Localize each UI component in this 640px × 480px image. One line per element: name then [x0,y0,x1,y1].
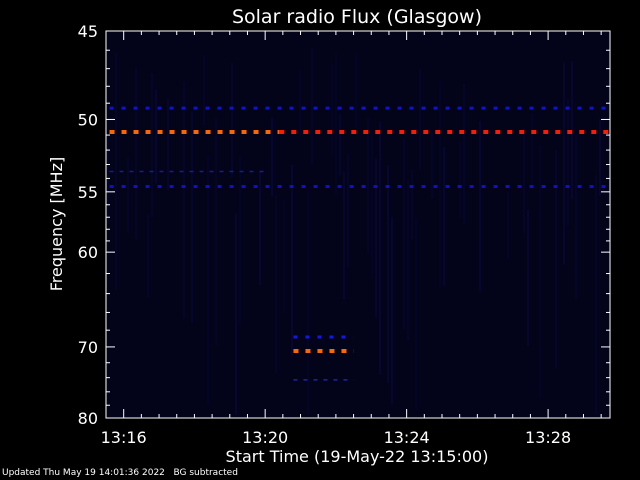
background-streaks [107,48,601,415]
emission-bands [109,106,609,381]
y-tick-label: 70 [78,338,98,357]
x-tick-label: 13:24 [384,428,430,447]
plot-frame [105,30,611,419]
chart-title: Solar radio Flux (Glasgow) [232,6,482,28]
y-tick-label: 50 [78,110,98,129]
y-axis: 45 50 55 60 70 80 [78,22,610,428]
y-tick-label: 60 [78,243,98,262]
y-tick-label: 55 [78,183,98,202]
plot-area [106,31,610,418]
bg-subtracted-note: BG subtracted [173,468,238,478]
x-axis-label: Start Time (19-May-22 13:15:00) [226,447,489,466]
x-tick-label: 13:20 [242,428,288,447]
y-tick-label: 80 [78,409,98,428]
x-tick-label: 13:16 [101,428,147,447]
updated-timestamp: Updated Thu May 19 14:01:36 2022 [2,468,165,478]
y-axis-label: Frequency [MHz] [47,157,66,291]
x-axis: 13:16 13:20 13:24 13:28 [101,31,602,447]
y-tick-label: 45 [78,22,98,41]
x-tick-label: 13:28 [525,428,571,447]
footer: Updated Thu May 19 14:01:36 2022 BG subt… [2,468,238,478]
